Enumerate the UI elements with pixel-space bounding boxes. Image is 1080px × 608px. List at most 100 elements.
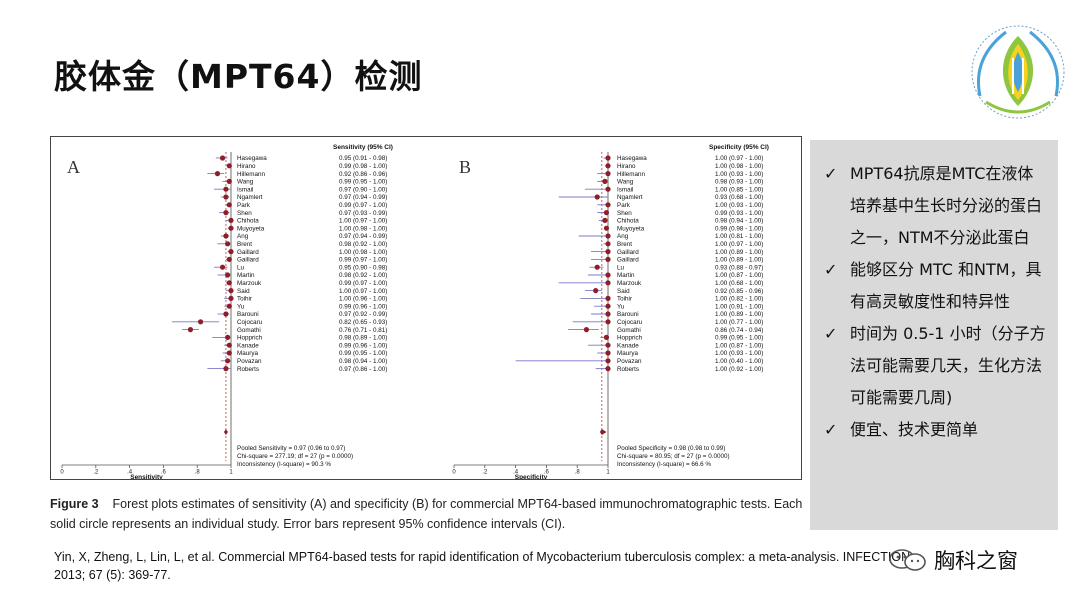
study-label: Muyoyeta [617, 225, 645, 232]
study-point [228, 217, 234, 223]
summary-bullet-text: 时间为 0.5-1 小时（分子方法可能需要几天，生化方法可能需要几周) [850, 324, 1046, 407]
x-tick-label: .8 [195, 470, 201, 476]
study-point [605, 163, 611, 169]
study-point [603, 210, 610, 216]
study-point [223, 233, 229, 239]
study-ci-value: 1.00 (0.93 - 1.00) [715, 202, 763, 209]
study-ci-value: 0.99 (0.95 - 1.00) [715, 335, 763, 342]
x-tick-label: .4 [513, 470, 519, 476]
study-point [605, 241, 611, 247]
summary-bullets: ✓ MPT64抗原是MTC在液体培养基中生长时分泌的蛋白之一，NTM不分泌此蛋白 ✓… [810, 140, 1058, 446]
study-point [605, 280, 611, 286]
study-label: Park [237, 202, 251, 209]
study-point [605, 295, 611, 301]
x-tick-label: .4 [127, 470, 133, 476]
study-label: Said [617, 288, 630, 295]
study-point [603, 334, 610, 340]
x-axis-label: Specificity [515, 474, 548, 479]
study-point [602, 178, 608, 184]
study-label: Gaillard [237, 249, 259, 256]
study-ci-value: 0.99 (0.93 - 1.00) [715, 210, 763, 217]
study-point [226, 178, 232, 184]
seal-logo-icon [971, 25, 1065, 119]
wechat-icon [889, 549, 926, 571]
summary-bullet: ✓ 能够区分 MTC 和NTM，具有高灵敏度性和特异性 [824, 254, 1048, 318]
forest-plot-canvas: A Sensitivity (95% CI) 0 .2 .4 .6 .8 1 Sensitivi… [60, 144, 769, 479]
study-ci-value: 1.00 (0.96 - 1.00) [339, 296, 387, 303]
pooled-diamond [223, 429, 228, 435]
study-point [228, 225, 234, 231]
study-label: Hillemann [237, 171, 265, 178]
study-point [228, 288, 234, 294]
study-ci-value: 1.00 (0.97 - 1.00) [339, 288, 387, 295]
study-label: Kanade [617, 342, 639, 349]
study-point [228, 295, 234, 301]
study-point [223, 210, 229, 216]
study-point [197, 319, 204, 325]
panel-label: B [459, 157, 471, 177]
ci-column-header: Sensitivity (95% CI) [333, 144, 393, 151]
study-point [605, 342, 611, 348]
study-ci-value: 0.98 (0.93 - 1.00) [715, 179, 763, 186]
study-point [583, 327, 590, 333]
study-label: Maurya [237, 350, 258, 357]
study-label: Hopprich [237, 335, 263, 342]
study-label: Hirano [617, 163, 636, 170]
study-point [225, 358, 231, 364]
study-ci-value: 0.98 (0.94 - 1.00) [339, 358, 387, 365]
check-icon: ✓ [824, 420, 838, 439]
study-label: Cojocaru [617, 319, 643, 326]
study-ci-value: 1.00 (0.93 - 1.00) [715, 350, 763, 357]
summary-bullet: ✓ 便宜、技术更简单 [824, 414, 1048, 446]
study-label: Cojocaru [237, 319, 263, 326]
study-label: Povazan [617, 358, 642, 365]
study-point [605, 272, 611, 278]
study-ci-value: 0.99 (0.98 - 1.00) [715, 225, 763, 232]
study-point [594, 194, 600, 200]
study-ci-value: 1.00 (0.97 - 1.00) [715, 241, 763, 248]
study-ci-value: 1.00 (0.77 - 1.00) [715, 319, 763, 326]
study-ci-value: 0.97 (0.90 - 1.00) [339, 186, 387, 193]
study-label: Roberts [617, 366, 639, 373]
study-label: Shen [237, 210, 252, 217]
study-ci-value: 1.00 (0.92 - 1.00) [715, 366, 763, 373]
study-label: Barouni [617, 311, 639, 318]
study-label: Yu [617, 303, 625, 310]
study-ci-value: 1.00 (0.89 - 1.00) [715, 249, 763, 256]
slide-title: 胶体金（MPT64）检测 [54, 57, 423, 96]
study-point [228, 249, 234, 255]
study-point [605, 186, 611, 192]
x-tick-label: 0 [452, 470, 456, 476]
study-point [594, 264, 600, 270]
study-ci-value: 0.95 (0.91 - 0.98) [339, 155, 387, 162]
study-label: Hasegawa [237, 155, 267, 162]
study-label: Ismail [617, 186, 633, 193]
study-point [605, 303, 611, 309]
study-point [605, 155, 611, 161]
study-label: Shen [617, 210, 632, 217]
summary-bullet: ✓ MPT64抗原是MTC在液体培养基中生长时分泌的蛋白之一，NTM不分泌此蛋白 [824, 158, 1048, 254]
study-ci-value: 0.99 (0.97 - 1.00) [339, 280, 387, 287]
study-label: Ismail [237, 186, 253, 193]
study-point [225, 241, 231, 247]
study-ci-value: 0.99 (0.95 - 1.00) [339, 350, 387, 357]
study-ci-value: 1.00 (0.68 - 1.00) [715, 280, 763, 287]
study-ci-value: 0.93 (0.88 - 0.97) [715, 264, 763, 271]
summary-panel: ✓ MPT64抗原是MTC在液体培养基中生长时分泌的蛋白之一，NTM不分泌此蛋白 ✓… [810, 140, 1058, 530]
pooled-summary-text: Inconsistency (I-square) = 66.6 % [617, 461, 711, 468]
study-label: Marzouk [237, 280, 262, 287]
study-ci-value: 0.82 (0.65 - 0.93) [339, 319, 387, 326]
study-point [593, 288, 599, 294]
study-label: Marzouk [617, 280, 642, 287]
x-tick-label: .8 [575, 470, 581, 476]
ci-column-header: Specificity (95% CI) [709, 144, 769, 151]
study-ci-value: 0.95 (0.90 - 0.98) [339, 264, 387, 271]
reference-citation: Yin, X, Zheng, L, Lin, L, et al. Commerc… [54, 550, 914, 582]
summary-bullet-text: 便宜、技术更简单 [850, 420, 979, 439]
study-label: Yu [237, 303, 245, 310]
pooled-summary-text: Pooled Specificity = 0.98 (0.98 to 0.99) [617, 445, 725, 452]
summary-bullet: ✓ 时间为 0.5-1 小时（分子方法可能需要几天，生化方法可能需要几周) [824, 318, 1048, 414]
study-ci-value: 1.00 (0.87 - 1.00) [715, 342, 763, 349]
check-icon: ✓ [824, 164, 838, 183]
study-point [225, 334, 231, 340]
